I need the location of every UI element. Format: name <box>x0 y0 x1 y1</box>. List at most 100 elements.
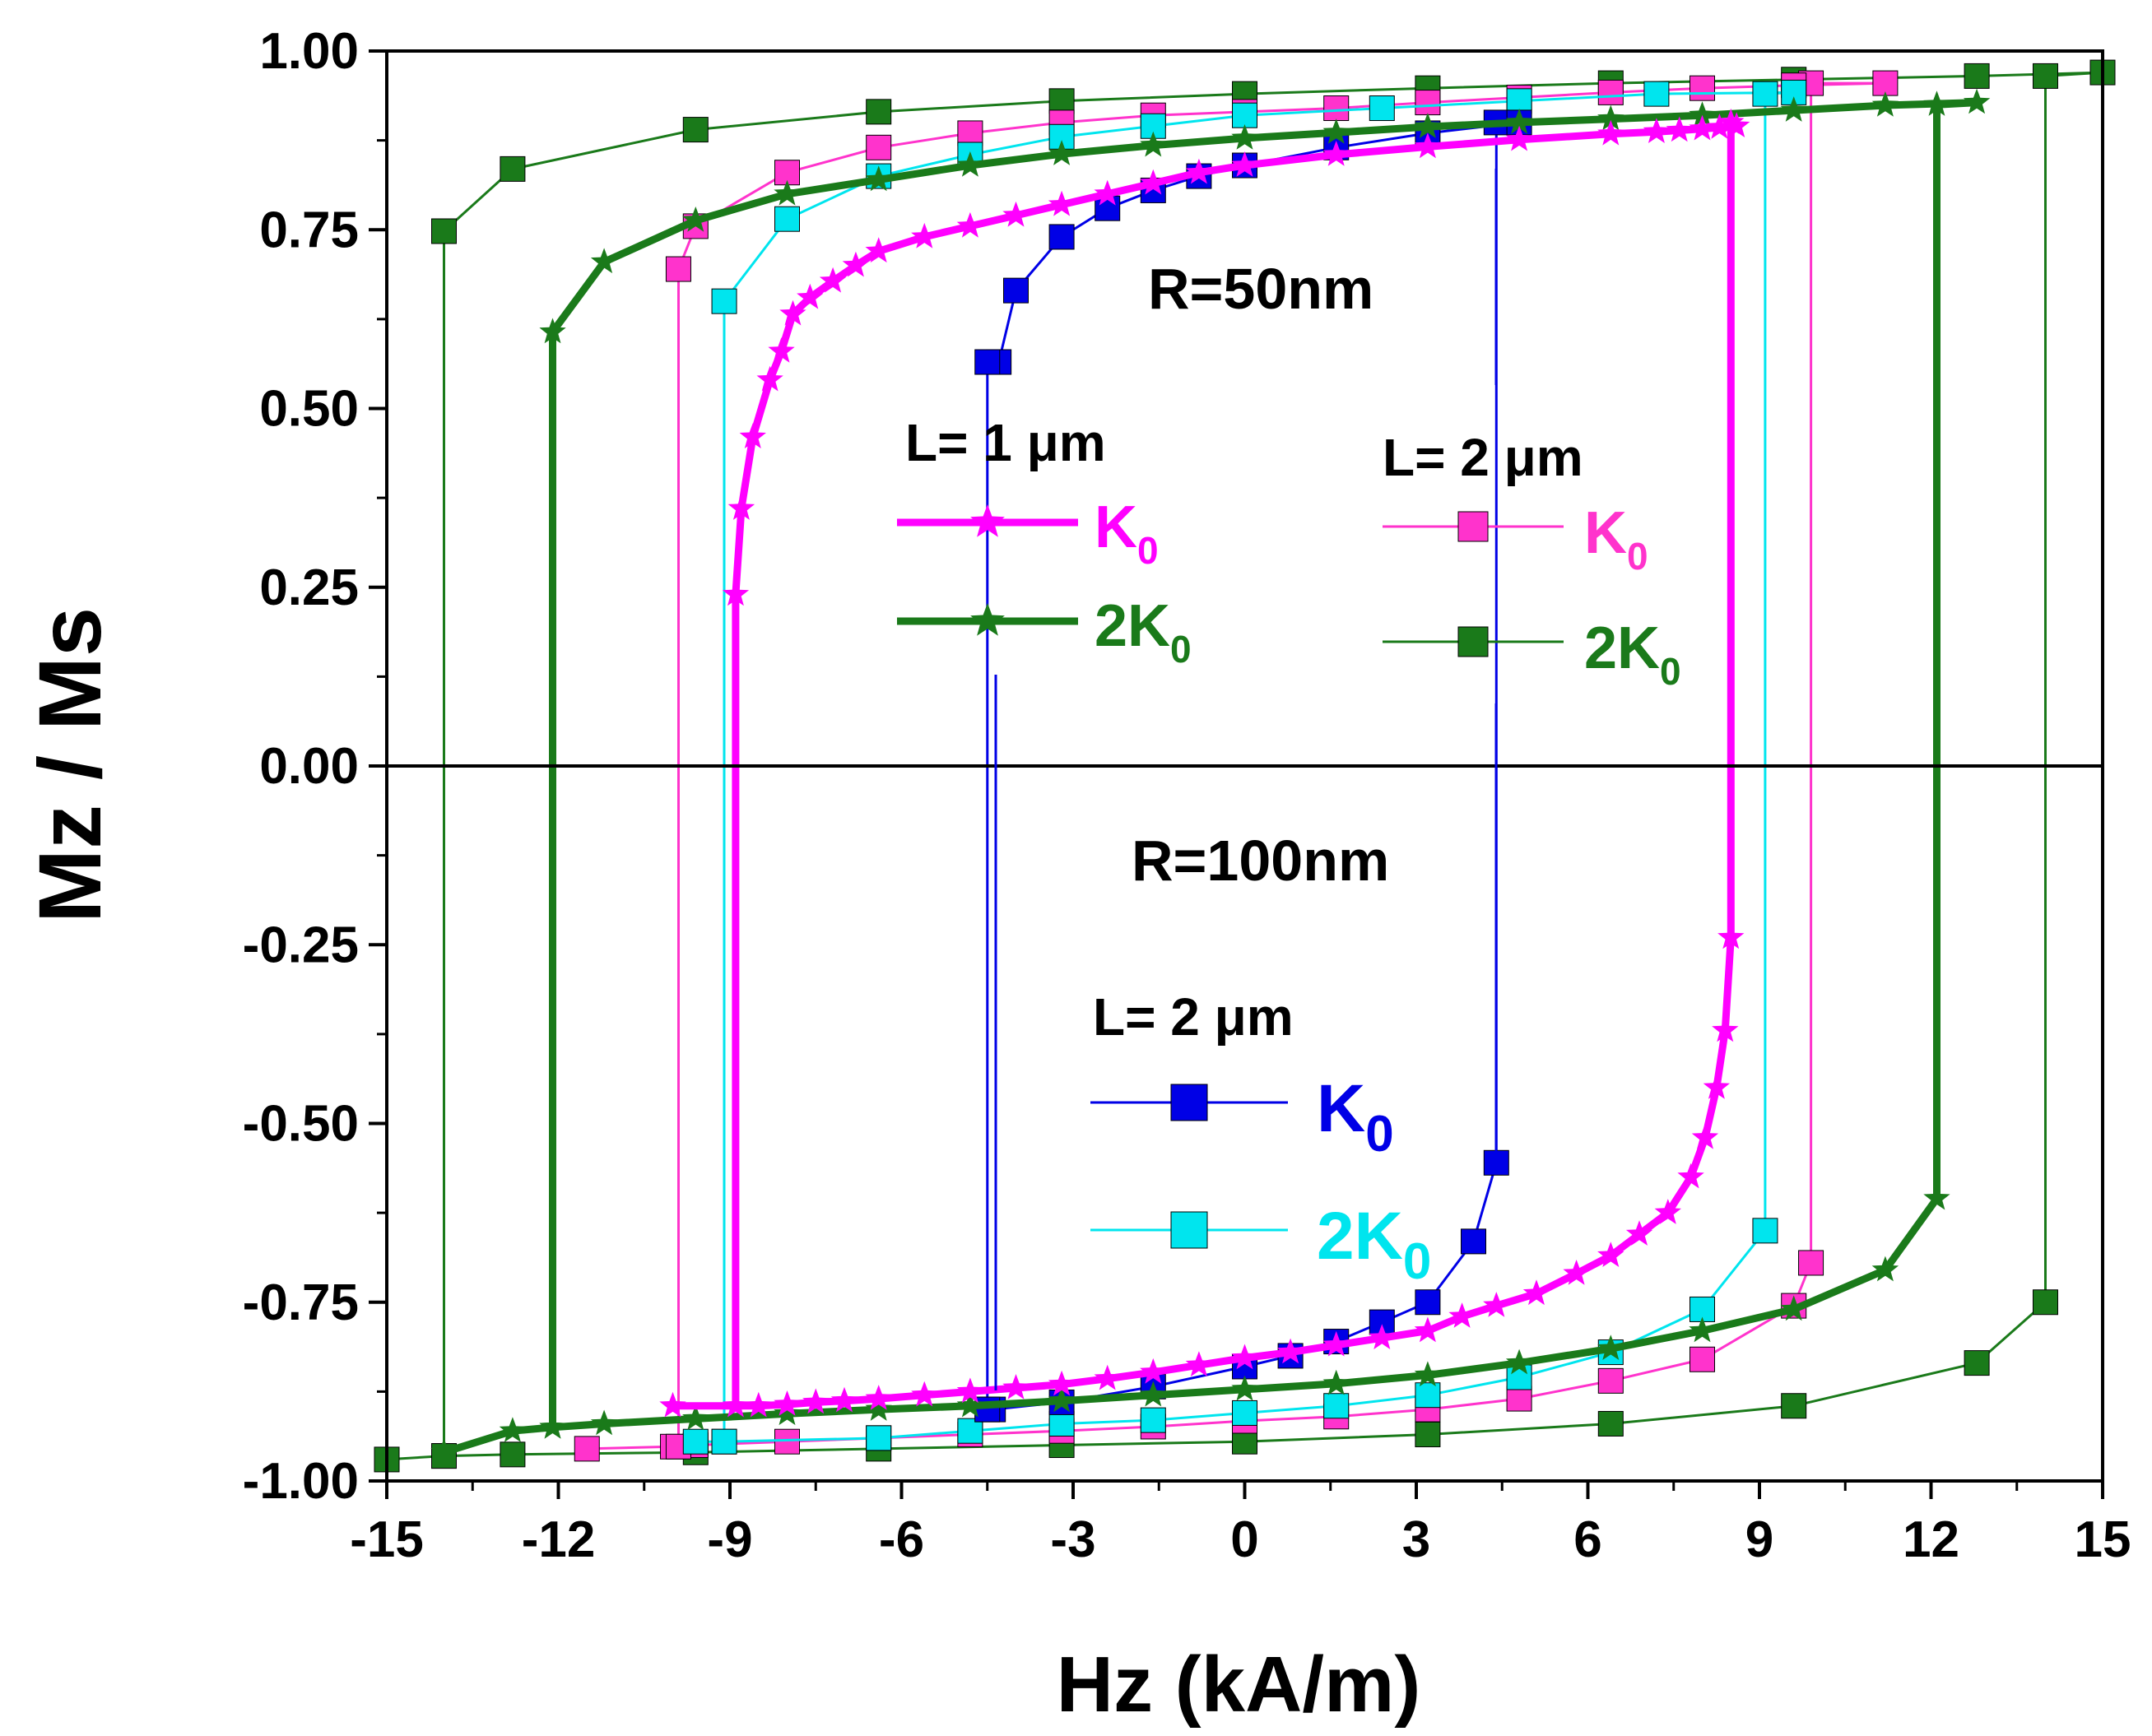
data-point <box>1717 923 1745 949</box>
data-point <box>1322 1330 1350 1357</box>
data-point <box>1232 1399 1257 1426</box>
data-point <box>739 423 766 448</box>
data-point <box>1322 141 1350 166</box>
data-point <box>1003 277 1029 304</box>
x-tick-label: 0 <box>1230 1511 1258 1568</box>
data-point <box>430 1438 458 1464</box>
data-point <box>1048 140 1076 165</box>
data-point <box>1048 1410 1075 1437</box>
data-point <box>1522 1279 1550 1306</box>
data-point <box>1369 1324 1396 1349</box>
data-point <box>1415 1382 1441 1409</box>
data-point <box>911 222 938 248</box>
y-tick-label: 0.75 <box>259 202 359 258</box>
x-tick-label: -6 <box>879 1511 924 1568</box>
data-point <box>1323 1393 1350 1419</box>
data-point <box>1690 75 1715 101</box>
legend-marker <box>1170 1084 1208 1121</box>
data-point <box>1625 1220 1653 1246</box>
legend-label: 2K0 <box>1095 593 1192 671</box>
y-tick-label: 0.00 <box>259 738 359 795</box>
series-line-1 <box>443 99 1981 1456</box>
data-point <box>1689 101 1716 127</box>
data-point <box>1048 88 1075 114</box>
data-point <box>1643 118 1671 143</box>
data-point <box>1231 151 1258 177</box>
data-point <box>1414 132 1442 159</box>
data-point <box>768 337 795 363</box>
data-point <box>711 1428 737 1455</box>
legend-group3-title: L= 2 μm <box>1093 987 1294 1047</box>
legend-label: K0 <box>1584 500 1648 578</box>
legend-marker <box>970 603 1005 636</box>
data-point <box>842 251 870 277</box>
data-point <box>1643 81 1670 107</box>
x-tick-label: 6 <box>1573 1511 1601 1568</box>
legend-marker <box>1170 1211 1208 1249</box>
legend-entry-4: K0 <box>1090 1071 1394 1163</box>
data-point <box>1703 1074 1730 1099</box>
data-point <box>500 1441 526 1468</box>
data-point <box>1095 195 1121 221</box>
x-tick-label: -15 <box>350 1511 424 1568</box>
data-point <box>865 237 892 263</box>
data-point <box>911 1381 938 1407</box>
data-point <box>1597 1367 1624 1394</box>
data-point <box>1094 1364 1121 1390</box>
data-point <box>1048 1370 1076 1396</box>
data-point <box>1963 88 1991 114</box>
data-point <box>2033 63 2058 89</box>
data-point <box>722 580 750 606</box>
data-point <box>1415 90 1441 116</box>
series-5 <box>682 79 1807 1455</box>
data-point <box>1322 1369 1350 1395</box>
data-point <box>1677 1163 1704 1189</box>
data-point <box>1414 1361 1442 1387</box>
data-point <box>1323 95 1350 122</box>
data-point <box>1923 1184 1950 1210</box>
data-point <box>1717 108 1745 134</box>
data-point <box>590 248 618 274</box>
legend-marker <box>1457 626 1489 657</box>
data-point <box>1094 179 1121 206</box>
legend-group2-title: L= 2 μm <box>1383 428 1583 487</box>
legend-entry-1: 2K0 <box>897 593 1192 671</box>
axis-layer: -15 -12 -9 -6 -3 0 3 6 9 12 15 1.00 0.75 0.50 0.25 0.00… <box>243 23 2131 1568</box>
data-point <box>1048 224 1075 250</box>
data-point <box>682 1428 709 1455</box>
data-point <box>590 1409 618 1436</box>
data-point <box>1872 70 1899 96</box>
y-tick-label: 0.50 <box>259 381 359 438</box>
data-point <box>956 211 984 238</box>
data-point <box>866 1425 892 1451</box>
data-point <box>1276 1338 1304 1364</box>
legend-label: K0 <box>1095 494 1159 572</box>
data-point <box>1140 169 1167 195</box>
data-point <box>1322 118 1350 144</box>
data-point <box>957 120 983 146</box>
y-tick-label: 1.00 <box>259 23 359 80</box>
data-point <box>1780 1295 1807 1321</box>
data-point <box>2033 1289 2058 1316</box>
data-point <box>1780 96 1807 122</box>
y-tick-label: -0.75 <box>243 1274 359 1331</box>
data-point <box>1597 1410 1624 1437</box>
data-point <box>1231 1344 1258 1370</box>
data-point <box>1964 63 1990 89</box>
data-point <box>1231 1375 1258 1401</box>
legend-group1-title: L= 1 μm <box>905 413 1106 472</box>
data-point <box>1505 108 1533 134</box>
data-point <box>1752 81 1778 107</box>
data-point <box>1505 125 1533 151</box>
series-1 <box>430 88 1991 1464</box>
data-point <box>665 256 691 282</box>
data-point <box>1798 1250 1824 1276</box>
data-point <box>1185 1351 1213 1376</box>
data-point <box>1140 1407 1166 1433</box>
data-point <box>1871 1256 1899 1282</box>
data-point <box>1689 114 1716 141</box>
data-point <box>1002 1374 1030 1399</box>
data-point <box>1415 1289 1441 1316</box>
y-tick-label: 0.25 <box>259 559 359 616</box>
